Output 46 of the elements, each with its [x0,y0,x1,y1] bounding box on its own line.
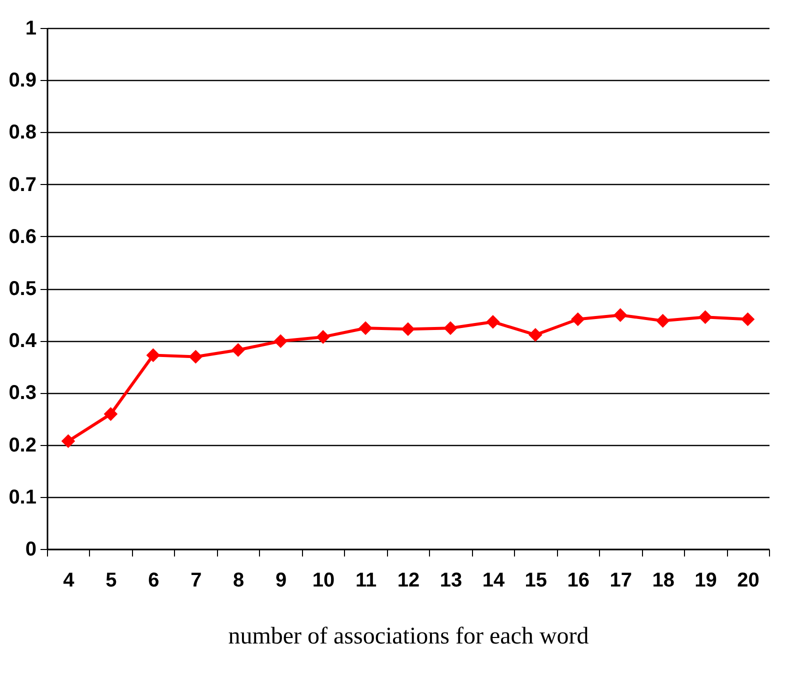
y-tick-label: 0.3 [8,382,36,404]
point [274,334,288,348]
x-tick-label: 14 [482,570,506,592]
point [188,350,203,364]
y-tick-label: 0.1 [8,486,36,508]
point [486,314,500,329]
point [61,434,76,448]
y-tick-label: 0.9 [8,70,36,92]
point [444,321,458,335]
x-tick-label: 8 [233,570,244,592]
point [358,321,372,335]
y-tick-label: 0.5 [8,278,36,300]
point [231,343,246,357]
x-tick-label: 7 [190,570,202,592]
x-tick-label: 11 [355,570,377,592]
y-tick-label: 0 [25,538,36,560]
y-tick-label: 0.8 [8,122,36,144]
y-tick-label: 1 [25,18,36,40]
x-tick-label: 20 [737,570,760,592]
point [528,328,542,342]
x-tick-label: 15 [524,570,548,592]
point [146,348,160,362]
y-tick-label: 0.4 [8,330,38,352]
x-axis-title: number of associations for each word [228,624,589,650]
x-tick-label: 19 [694,570,717,592]
point [570,312,585,326]
point [656,314,670,328]
y-tick-label: 0.6 [8,226,36,248]
point [104,407,118,421]
point [401,322,415,336]
x-tick-label: 13 [440,570,462,592]
x-tick-label: 17 [610,570,632,592]
point [740,312,755,326]
x-tick-label: 12 [397,570,420,592]
point [316,330,330,344]
x-tick-label: 18 [652,570,674,592]
y-tick-label: 0.2 [8,434,36,456]
x-tick-label: 10 [312,570,335,592]
point [698,310,712,324]
x-tick-label: 9 [276,570,287,592]
x-tick-label: 5 [106,570,117,592]
x-tick-label: 16 [567,570,590,592]
point [613,308,628,322]
x-tick-label: 4 [63,570,76,592]
y-tick-label: 0.7 [8,174,36,196]
x-tick-label: 6 [148,570,160,592]
